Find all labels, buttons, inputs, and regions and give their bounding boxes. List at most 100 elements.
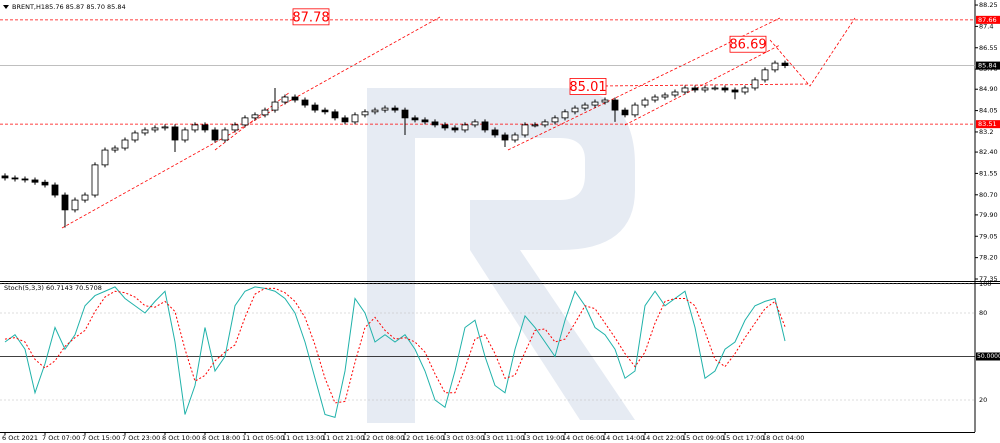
candle-body bbox=[711, 87, 719, 90]
y-tick-label: 83.2 bbox=[979, 128, 993, 136]
candle-body bbox=[351, 114, 359, 123]
x-tick-label: 7 Oct 07:00 bbox=[42, 434, 80, 442]
candle-body bbox=[71, 199, 79, 211]
candle-body bbox=[251, 114, 259, 119]
candle-body bbox=[441, 124, 449, 129]
candle-body bbox=[361, 111, 369, 116]
candle-body bbox=[391, 107, 399, 111]
x-tick-label: 13 Oct 11:00 bbox=[482, 434, 524, 442]
x-tick-label: 14 Oct 06:00 bbox=[562, 434, 604, 442]
x-tick-label: 15 Oct 17:00 bbox=[722, 434, 764, 442]
y-tick-label: 100 bbox=[979, 280, 991, 288]
candle-body bbox=[41, 181, 49, 186]
x-tick-label: 14 Oct 22:00 bbox=[642, 434, 684, 442]
watermark bbox=[367, 88, 635, 423]
y-tick-label: 86.55 bbox=[979, 44, 998, 52]
annotation-label: 85.01 bbox=[569, 80, 606, 95]
candle-body bbox=[311, 104, 319, 111]
candle-body bbox=[611, 99, 619, 111]
candle-body bbox=[241, 117, 249, 126]
candle-body bbox=[591, 101, 599, 106]
candle-body bbox=[451, 127, 459, 131]
candle-body bbox=[321, 109, 329, 113]
annotation-box bbox=[292, 8, 330, 26]
candle-body bbox=[481, 121, 489, 131]
candle-body bbox=[121, 139, 129, 149]
candle-body bbox=[581, 104, 589, 109]
stoch-line bbox=[4, 286, 786, 419]
annotation-box bbox=[569, 78, 607, 95]
candle-body bbox=[211, 129, 219, 141]
menu-icon[interactable] bbox=[3, 5, 9, 9]
y-tick-label: 80.70 bbox=[979, 191, 998, 199]
x-tick-label: 6 Oct 2021 bbox=[2, 434, 38, 442]
candle-body bbox=[731, 89, 739, 93]
y-tick-label: 80 bbox=[979, 309, 987, 317]
candle-body bbox=[721, 87, 729, 91]
candle-body bbox=[641, 99, 649, 106]
x-tick-label: 14 Oct 14:00 bbox=[602, 434, 644, 442]
candle-body bbox=[201, 124, 209, 131]
candle-body bbox=[621, 109, 629, 116]
candle-body bbox=[671, 91, 679, 96]
candle-body bbox=[511, 134, 519, 141]
candle-body bbox=[491, 129, 499, 136]
y-tick-label: 81.55 bbox=[979, 169, 998, 177]
candle-body bbox=[191, 124, 199, 131]
candle-body bbox=[431, 121, 439, 126]
candle-body bbox=[661, 94, 669, 98]
y-tick-label: 79.05 bbox=[979, 232, 998, 240]
candle-body bbox=[571, 107, 579, 113]
candle-body bbox=[21, 178, 29, 181]
y-tick-label: 20 bbox=[979, 396, 987, 404]
candle-body bbox=[151, 127, 159, 131]
x-tick-label: 11 Oct 13:00 bbox=[282, 434, 324, 442]
candle-body bbox=[761, 69, 769, 81]
level-label: 85.84 bbox=[978, 62, 997, 70]
candle-body bbox=[741, 87, 749, 93]
annotation-box bbox=[729, 35, 767, 53]
candle-body bbox=[31, 179, 39, 183]
candle-body bbox=[601, 99, 609, 103]
candle-body bbox=[551, 117, 559, 123]
y-tick-label: 78.20 bbox=[979, 254, 998, 262]
level-tag bbox=[976, 61, 1000, 70]
candle-body bbox=[81, 194, 89, 201]
y-tick-label: 82.40 bbox=[979, 148, 998, 156]
candle-body bbox=[61, 194, 69, 211]
candle-body bbox=[181, 129, 189, 141]
candle-body bbox=[271, 101, 279, 111]
x-tick-label: 11 Oct 05:00 bbox=[242, 434, 284, 442]
candle-body bbox=[501, 134, 509, 141]
candle-body bbox=[631, 104, 639, 116]
x-tick-label: 18 Oct 04:00 bbox=[762, 434, 804, 442]
candle-body bbox=[291, 96, 299, 101]
candle-body bbox=[521, 124, 529, 136]
candle-body bbox=[371, 109, 379, 113]
candle-body bbox=[681, 87, 689, 93]
level-tag bbox=[976, 120, 1000, 129]
candle-body bbox=[341, 117, 349, 123]
x-tick-label: 8 Oct 10:00 bbox=[162, 434, 200, 442]
candle-body bbox=[381, 107, 389, 111]
x-tick-label: 11 Oct 21:00 bbox=[322, 434, 364, 442]
x-tick-label: 8 Oct 18:00 bbox=[202, 434, 240, 442]
candle-body bbox=[331, 111, 339, 119]
candle-body bbox=[171, 126, 179, 141]
candle-body bbox=[301, 99, 309, 106]
y-tick-label: 84.05 bbox=[979, 107, 998, 115]
candle-body bbox=[691, 87, 699, 91]
candle-body bbox=[561, 111, 569, 119]
candle-body bbox=[541, 121, 549, 126]
x-tick-label: 15 Oct 09:00 bbox=[682, 434, 724, 442]
candle-body bbox=[651, 96, 659, 101]
candle-body bbox=[471, 121, 479, 126]
y-tick-label: 79.90 bbox=[979, 211, 998, 219]
candle-body bbox=[161, 126, 169, 129]
y-tick-label: 87.4 bbox=[979, 22, 993, 30]
chart-title: BRENT,H1 bbox=[12, 3, 45, 11]
candle-body bbox=[411, 117, 419, 121]
candle-body bbox=[751, 79, 759, 89]
x-tick-label: 13 Oct 03:00 bbox=[442, 434, 484, 442]
